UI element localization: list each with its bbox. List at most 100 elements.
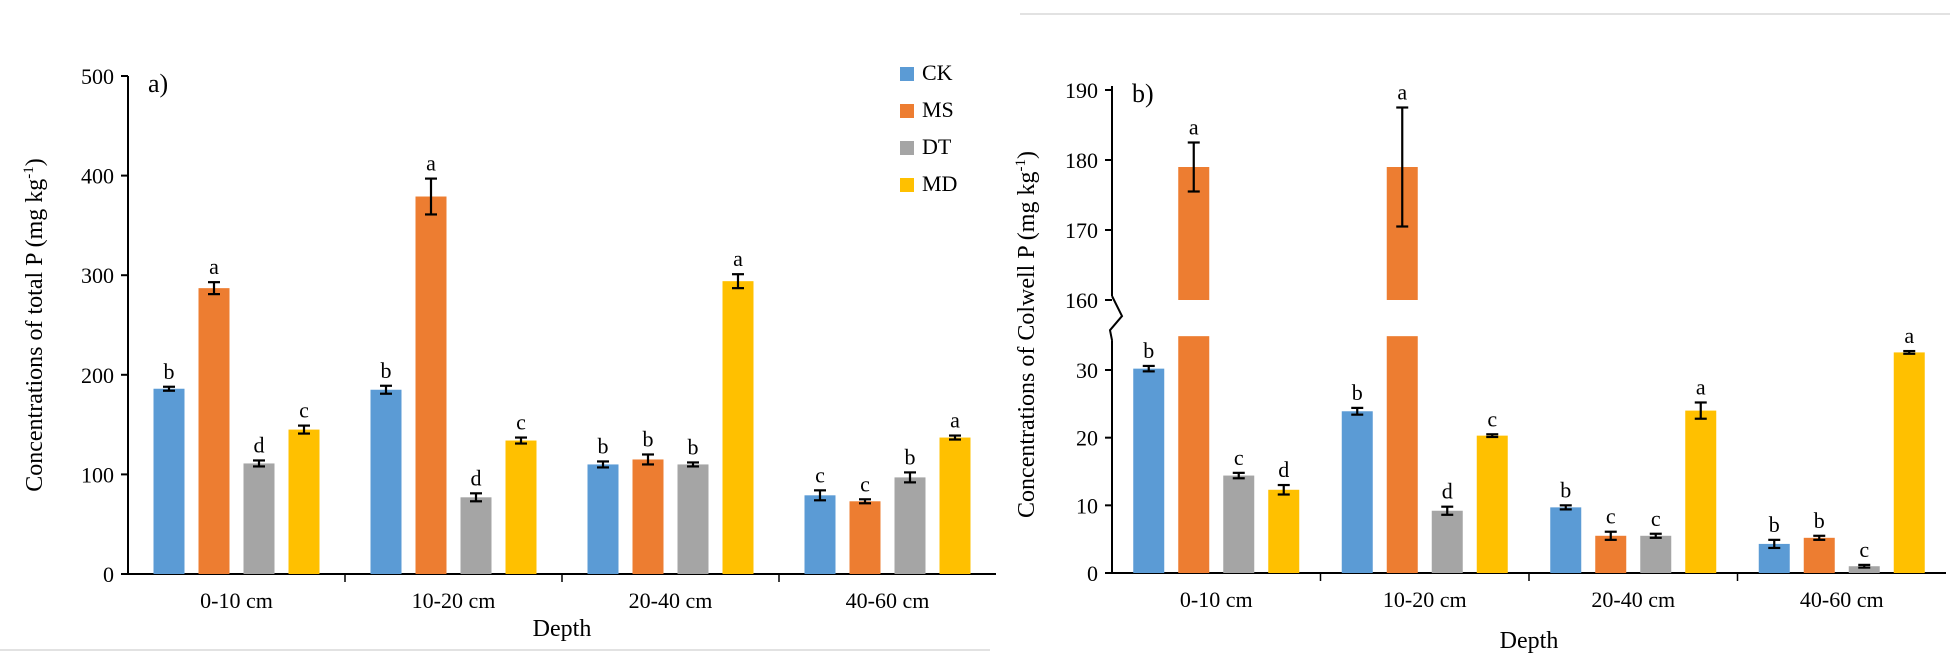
panel-a-letter-md-0-10-cm: c <box>299 398 309 423</box>
panel-b-errorbar-ms-10-20-cm <box>1396 106 1409 228</box>
panel-a-bar-dt-10-20-cm <box>460 497 492 574</box>
panel-b-bar-ms-20-40-cm <box>1595 535 1627 573</box>
panel-b-letter-dt-10-20-cm: d <box>1442 479 1453 504</box>
panel-a-errorbar-dt-10-20-cm <box>470 492 482 503</box>
panel-a-ytick-300: 300 <box>81 263 114 288</box>
panel-b-errorbar-dt-10-20-cm <box>1441 505 1454 516</box>
panel-a-letter-dt-40-60-cm: b <box>905 444 916 469</box>
panel-a-bar-md-40-60-cm <box>939 437 971 574</box>
panel-b-ytick-30: 30 <box>1076 358 1098 383</box>
panel-a-errorbar-dt-0-10-cm <box>253 459 265 468</box>
legend-label-ms: MS <box>922 97 954 122</box>
legend-swatch-md <box>900 178 914 192</box>
panel-a-ytick-0: 0 <box>103 562 114 587</box>
panel-b-letter-ms-0-10-cm: a <box>1189 115 1199 140</box>
panel-a-bar-dt-40-60-cm <box>894 477 926 574</box>
panel-b-errorbar-ck-40-60-cm <box>1768 538 1781 550</box>
panel-a-ytick-100: 100 <box>81 462 114 487</box>
panel-b-errorbar-md-0-10-cm <box>1277 483 1290 496</box>
panel-a-bar-md-10-20-cm <box>505 440 537 574</box>
panel-b-errorbar-md-40-60-cm <box>1903 349 1916 355</box>
panel-a-bar-ck-0-10-cm <box>153 388 185 574</box>
chart-panel-a: 0 100 200 300 400 500 0-10 cm b a d c 10-20 cm b a d c 2… <box>21 60 996 642</box>
panel-b-letter-dt-20-40-cm: c <box>1651 506 1661 531</box>
panel-a-bar-ck-40-60-cm <box>804 495 836 574</box>
panel-a-ytick-400: 400 <box>81 164 114 189</box>
panel-a-ytick-200: 200 <box>81 363 114 388</box>
panel-b-x-title: Depth <box>1500 628 1559 654</box>
panel-b-errorbar-ms-0-10-cm <box>1187 141 1200 193</box>
panel-b-ytick-180: 180 <box>1065 148 1098 173</box>
panel-a-letter-ms-10-20-cm: a <box>426 151 436 176</box>
panel-a-xtick-40-60-cm: 40-60 cm <box>846 588 930 613</box>
panel-a-errorbar-ms-10-20-cm <box>425 177 437 216</box>
panel-a-xtick-20-40-cm: 20-40 cm <box>629 588 713 613</box>
legend-swatch-ck <box>900 67 914 81</box>
panel-b-xtick-40-60-cm: 40-60 cm <box>1800 587 1884 612</box>
panel-a-letter-ck-10-20-cm: b <box>381 358 392 383</box>
panel-a-errorbar-md-20-40-cm <box>732 273 744 290</box>
panel-b-letter-ms-10-20-cm: a <box>1397 80 1407 105</box>
panel-b-bar-dt-0-10-cm <box>1223 475 1255 573</box>
panel-a-x-title: Depth <box>533 616 592 642</box>
panel-a-letter-ck-0-10-cm: b <box>164 359 175 384</box>
panel-b-bar-dt-20-40-cm <box>1640 535 1672 573</box>
panel-a-letter-ck-40-60-cm: c <box>815 462 825 487</box>
panel-b-bar-ms-40-60-cm <box>1803 537 1835 573</box>
legend: CK MS DT MD <box>900 60 957 196</box>
panel-b-letter-ms-40-60-cm: b <box>1814 508 1825 533</box>
legend-label-md: MD <box>922 171 957 196</box>
panel-b-bar-md-10-20-cm <box>1476 435 1508 573</box>
panel-a-y-title: Concentrations of total P (mg kg-1) <box>21 158 48 492</box>
panel-b-errorbar-ck-20-40-cm <box>1559 504 1572 511</box>
panel-a-letter-dt-20-40-cm: b <box>688 434 699 459</box>
panel-b-letter-md-40-60-cm: a <box>1904 323 1914 348</box>
panel-b-bar-ms-10-20-cm <box>1386 336 1418 573</box>
panel-b-xtick-10-20-cm: 10-20 cm <box>1383 587 1467 612</box>
panel-a-bar-ms-40-60-cm <box>849 501 881 574</box>
panel-b-errorbar-md-10-20-cm <box>1486 433 1499 439</box>
panel-b-ytick-170: 170 <box>1065 218 1098 243</box>
panel-b-ytick-10: 10 <box>1076 493 1098 518</box>
panel-b-xtick-20-40-cm: 20-40 cm <box>1591 587 1675 612</box>
legend-label-ck: CK <box>922 60 953 85</box>
panel-a-letter-ms-40-60-cm: c <box>860 471 870 496</box>
panel-a-bar-ms-0-10-cm <box>198 288 230 574</box>
panel-a-errorbar-ck-10-20-cm <box>380 384 392 395</box>
panel-a-bar-dt-0-10-cm <box>243 463 275 574</box>
panel-b-errorbar-ck-0-10-cm <box>1142 364 1155 373</box>
panel-b-bar-ck-0-10-cm <box>1133 368 1165 573</box>
panel-b-letter-ck-40-60-cm: b <box>1769 512 1780 537</box>
panel-b-letter-md-20-40-cm: a <box>1696 374 1706 399</box>
panel-a-letter-ms-20-40-cm: b <box>643 426 654 451</box>
panel-a-bar-ms-20-40-cm <box>632 459 664 574</box>
panel-b-bar-md-40-60-cm <box>1893 352 1925 573</box>
panel-a-errorbar-md-0-10-cm <box>298 424 310 435</box>
legend-swatch-dt <box>900 141 914 155</box>
panel-b-letter-dt-0-10-cm: c <box>1234 445 1244 470</box>
panel-b-label: b) <box>1132 79 1154 108</box>
panel-a-bar-ck-20-40-cm <box>587 464 619 574</box>
legend-label-dt: DT <box>922 134 952 159</box>
panel-a-errorbar-ms-20-40-cm <box>642 453 654 466</box>
panel-b-bar-md-0-10-cm <box>1268 489 1300 573</box>
panel-a-errorbar-ck-0-10-cm <box>163 385 175 392</box>
panel-a-errorbar-dt-20-40-cm <box>687 461 699 468</box>
panel-a-ytick-500: 500 <box>81 64 114 89</box>
panel-b-errorbar-ms-40-60-cm <box>1813 534 1826 541</box>
panel-a-bar-ck-10-20-cm <box>370 389 402 574</box>
panel-a-errorbar-md-40-60-cm <box>949 434 961 441</box>
panel-b-y-title: Concentrations of Colwell P (mg kg-1) <box>1013 151 1040 518</box>
panel-b-bar-ck-10-20-cm <box>1341 411 1373 573</box>
panel-a-letter-md-20-40-cm: a <box>733 246 743 271</box>
panel-b-bar-md-20-40-cm <box>1685 410 1717 573</box>
panel-a-letter-dt-0-10-cm: d <box>254 432 265 457</box>
panel-b-letter-ck-10-20-cm: b <box>1352 380 1363 405</box>
panel-a-errorbar-ms-0-10-cm <box>208 281 220 296</box>
panel-b-errorbar-ck-10-20-cm <box>1351 406 1364 416</box>
panel-b-errorbar-md-20-40-cm <box>1694 401 1707 420</box>
panel-a-bar-dt-20-40-cm <box>677 464 709 574</box>
panel-a-errorbar-ck-20-40-cm <box>597 460 609 469</box>
panel-b-bar-dt-10-20-cm <box>1431 510 1463 573</box>
